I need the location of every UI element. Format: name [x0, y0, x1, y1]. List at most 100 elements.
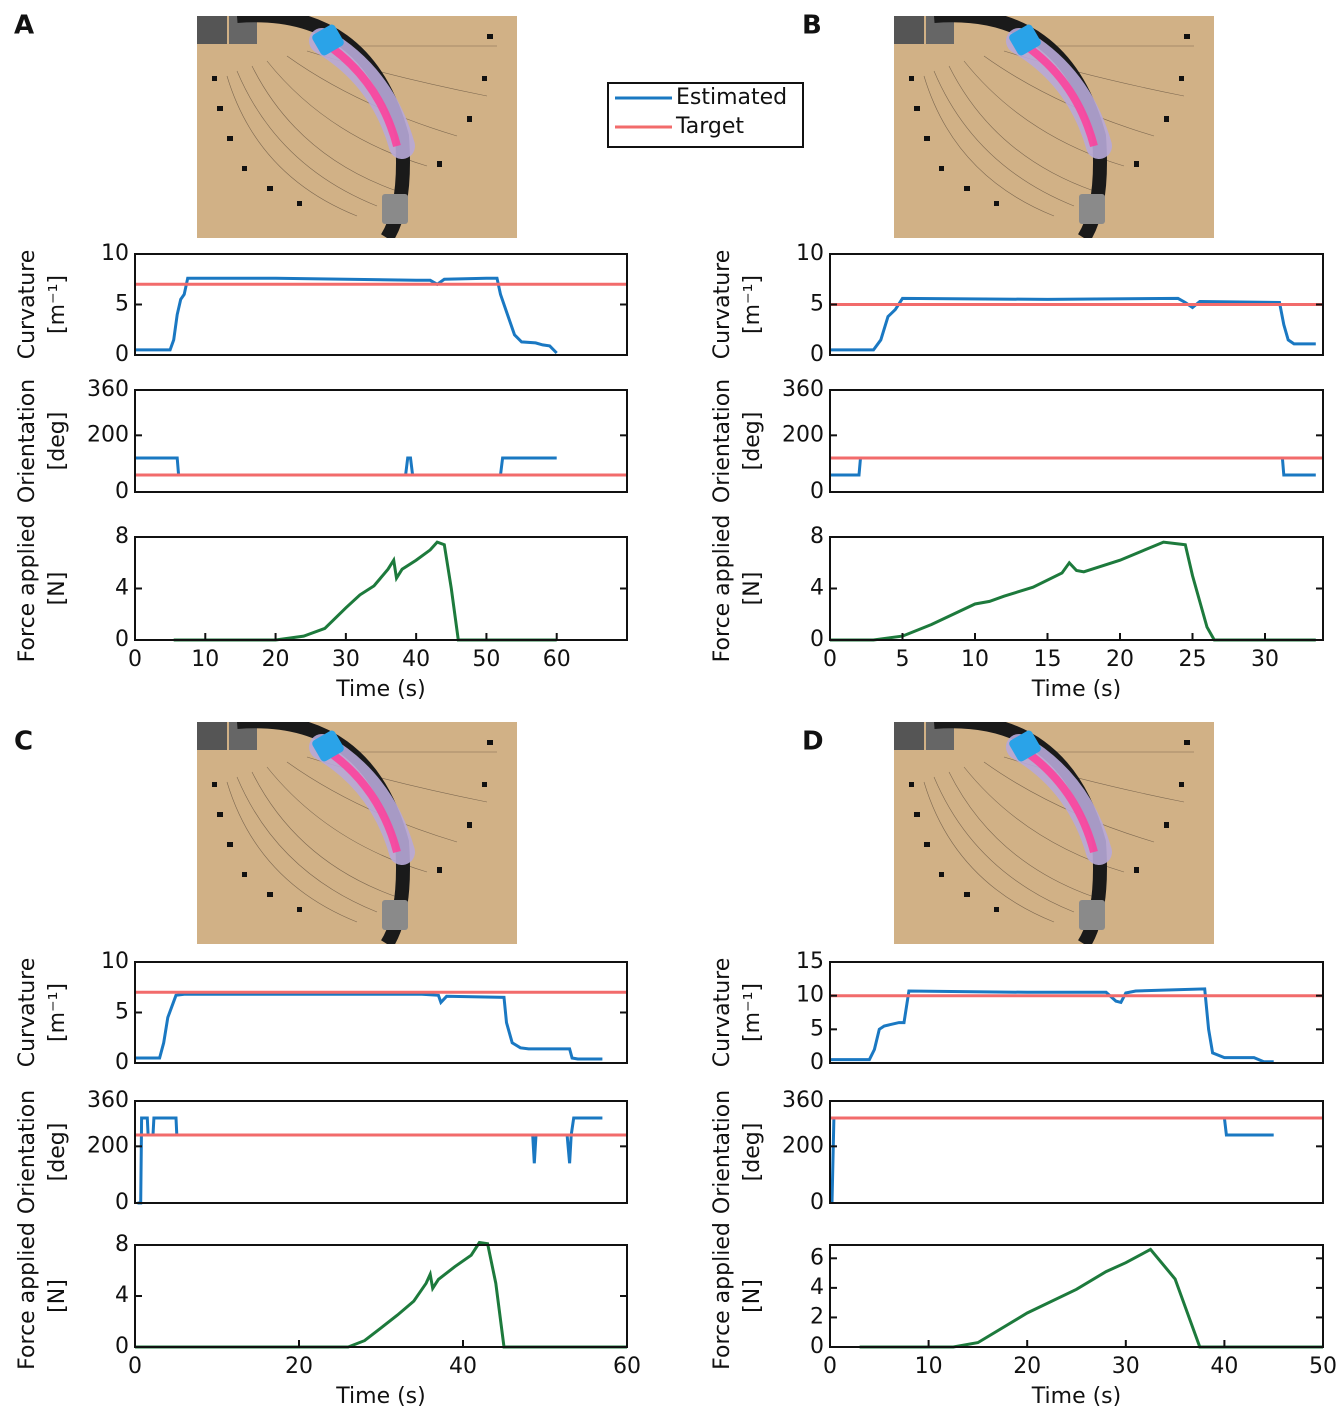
y-axis-label: Force applied — [710, 515, 735, 663]
y-axis-label: [N] — [45, 1279, 70, 1313]
x-tick-label: 10 — [915, 1354, 943, 1379]
subplot: 0 200 360 Orientation [deg] — [15, 1088, 628, 1215]
subplot: 0 200 360 Orientation [deg] — [15, 377, 628, 504]
y-tick-label: 5 — [115, 292, 129, 317]
y-tick-label: 200 — [782, 422, 824, 447]
subplot: 0 2 4 6 0 10 20 30 40 50 Time (s) Force applied [N] — [710, 1222, 1337, 1409]
x-tick-label: 30 — [332, 647, 360, 672]
y-tick-label: 10 — [796, 241, 824, 266]
subplot: 0 200 360 Orientation [deg] — [710, 377, 1324, 504]
subplot: 0 4 8 0 5 10 15 20 25 30 Time (s) Force applied [N] — [710, 515, 1324, 702]
axes-box — [829, 389, 1324, 493]
x-tick-label: 50 — [1309, 1354, 1337, 1379]
axes-box — [134, 389, 628, 493]
legend-label: Estimated — [676, 85, 787, 110]
data-line — [859, 1247, 1323, 1349]
data-line — [135, 992, 603, 1061]
legend-box — [607, 82, 804, 148]
legend: Estimated Target — [607, 82, 804, 148]
x-tick-label: 10 — [961, 647, 989, 672]
data-line — [830, 456, 1316, 477]
x-tick-label: 20 — [262, 647, 290, 672]
y-axis-label: Force applied — [15, 515, 40, 663]
y-axis-label: [deg] — [740, 412, 765, 471]
y-tick-label: 10 — [796, 983, 824, 1008]
axes-box — [829, 961, 1324, 1064]
y-tick-label: 5 — [810, 292, 824, 317]
y-axis-label: Orientation — [710, 1090, 735, 1214]
subplot: 0 200 360 Orientation [deg] — [710, 1088, 1324, 1215]
data-line — [830, 540, 1316, 642]
x-tick-label: 25 — [1179, 647, 1207, 672]
y-axis-label: Orientation — [15, 379, 40, 503]
axes-box — [134, 1244, 628, 1348]
axes-box — [134, 536, 628, 641]
y-tick-label: 5 — [115, 1000, 129, 1025]
x-tick-label: 0 — [128, 647, 142, 672]
y-axis-label: [m⁻¹] — [740, 983, 765, 1042]
y-tick-label: 0 — [810, 342, 824, 367]
y-axis-label: [N] — [740, 1279, 765, 1313]
data-line — [830, 987, 1274, 1064]
panel-label: C — [14, 727, 33, 757]
x-tick-label: 60 — [543, 647, 571, 672]
y-axis-label: [m⁻¹] — [45, 983, 70, 1042]
y-axis-label: Force applied — [710, 1222, 735, 1370]
x-axis-label: Time (s) — [1031, 1384, 1121, 1409]
y-tick-label: 6 — [810, 1245, 824, 1270]
y-axis-label: [m⁻¹] — [740, 275, 765, 334]
photo — [197, 721, 517, 944]
panel-label: A — [14, 11, 34, 41]
y-axis-label: [N] — [45, 572, 70, 606]
x-tick-label: 30 — [1112, 1354, 1140, 1379]
y-tick-label: 0 — [115, 1050, 129, 1075]
y-axis-label: Curvature — [710, 958, 735, 1068]
y-tick-label: 0 — [810, 1050, 824, 1075]
y-tick-label: 4 — [810, 1275, 824, 1300]
x-tick-label: 60 — [613, 1354, 641, 1379]
y-tick-label: 4 — [115, 1283, 129, 1308]
axes-box — [829, 536, 1324, 641]
photo — [894, 721, 1214, 944]
y-tick-label: 0 — [810, 1334, 824, 1359]
y-tick-label: 15 — [796, 949, 824, 974]
y-tick-label: 8 — [115, 524, 129, 549]
y-tick-label: 0 — [810, 479, 824, 504]
y-tick-label: 200 — [87, 1133, 129, 1158]
x-tick-label: 20 — [1013, 1354, 1041, 1379]
x-tick-label: 0 — [823, 1354, 837, 1379]
data-line — [135, 276, 558, 355]
y-axis-label: [deg] — [45, 1123, 70, 1182]
photo — [197, 15, 517, 238]
y-tick-label: 8 — [115, 1232, 129, 1257]
photo — [894, 15, 1214, 238]
axes-box — [829, 1244, 1324, 1348]
subplot: 0 5 10 15 Curvature [m⁻¹] — [710, 949, 1324, 1075]
x-tick-label: 30 — [1251, 647, 1279, 672]
x-axis-label: Time (s) — [335, 677, 425, 702]
data-line — [830, 1116, 1274, 1204]
y-axis-label: Orientation — [15, 1090, 40, 1214]
y-axis-label: Curvature — [15, 250, 40, 360]
x-tick-label: 40 — [449, 1354, 477, 1379]
x-tick-label: 0 — [128, 1354, 142, 1379]
data-line — [135, 1240, 627, 1349]
y-axis-label: [m⁻¹] — [45, 275, 70, 334]
y-axis-label: [N] — [740, 572, 765, 606]
legend-label: Target — [675, 114, 744, 139]
y-axis-label: [deg] — [45, 412, 70, 471]
y-tick-label: 360 — [782, 377, 824, 402]
subplot: 0 5 10 Curvature [m⁻¹] — [710, 241, 1324, 367]
x-tick-label: 0 — [823, 647, 837, 672]
subplot: 0 4 8 0 20 40 60 Time (s) Force applied [N] — [15, 1222, 641, 1409]
y-tick-label: 360 — [782, 1088, 824, 1113]
data-line — [830, 296, 1316, 352]
x-tick-label: 5 — [896, 647, 910, 672]
y-tick-label: 10 — [101, 241, 129, 266]
data-line — [173, 540, 557, 642]
y-tick-label: 360 — [87, 1088, 129, 1113]
x-axis-label: Time (s) — [335, 1384, 425, 1409]
y-tick-label: 2 — [810, 1304, 824, 1329]
axes-box — [134, 1100, 628, 1204]
